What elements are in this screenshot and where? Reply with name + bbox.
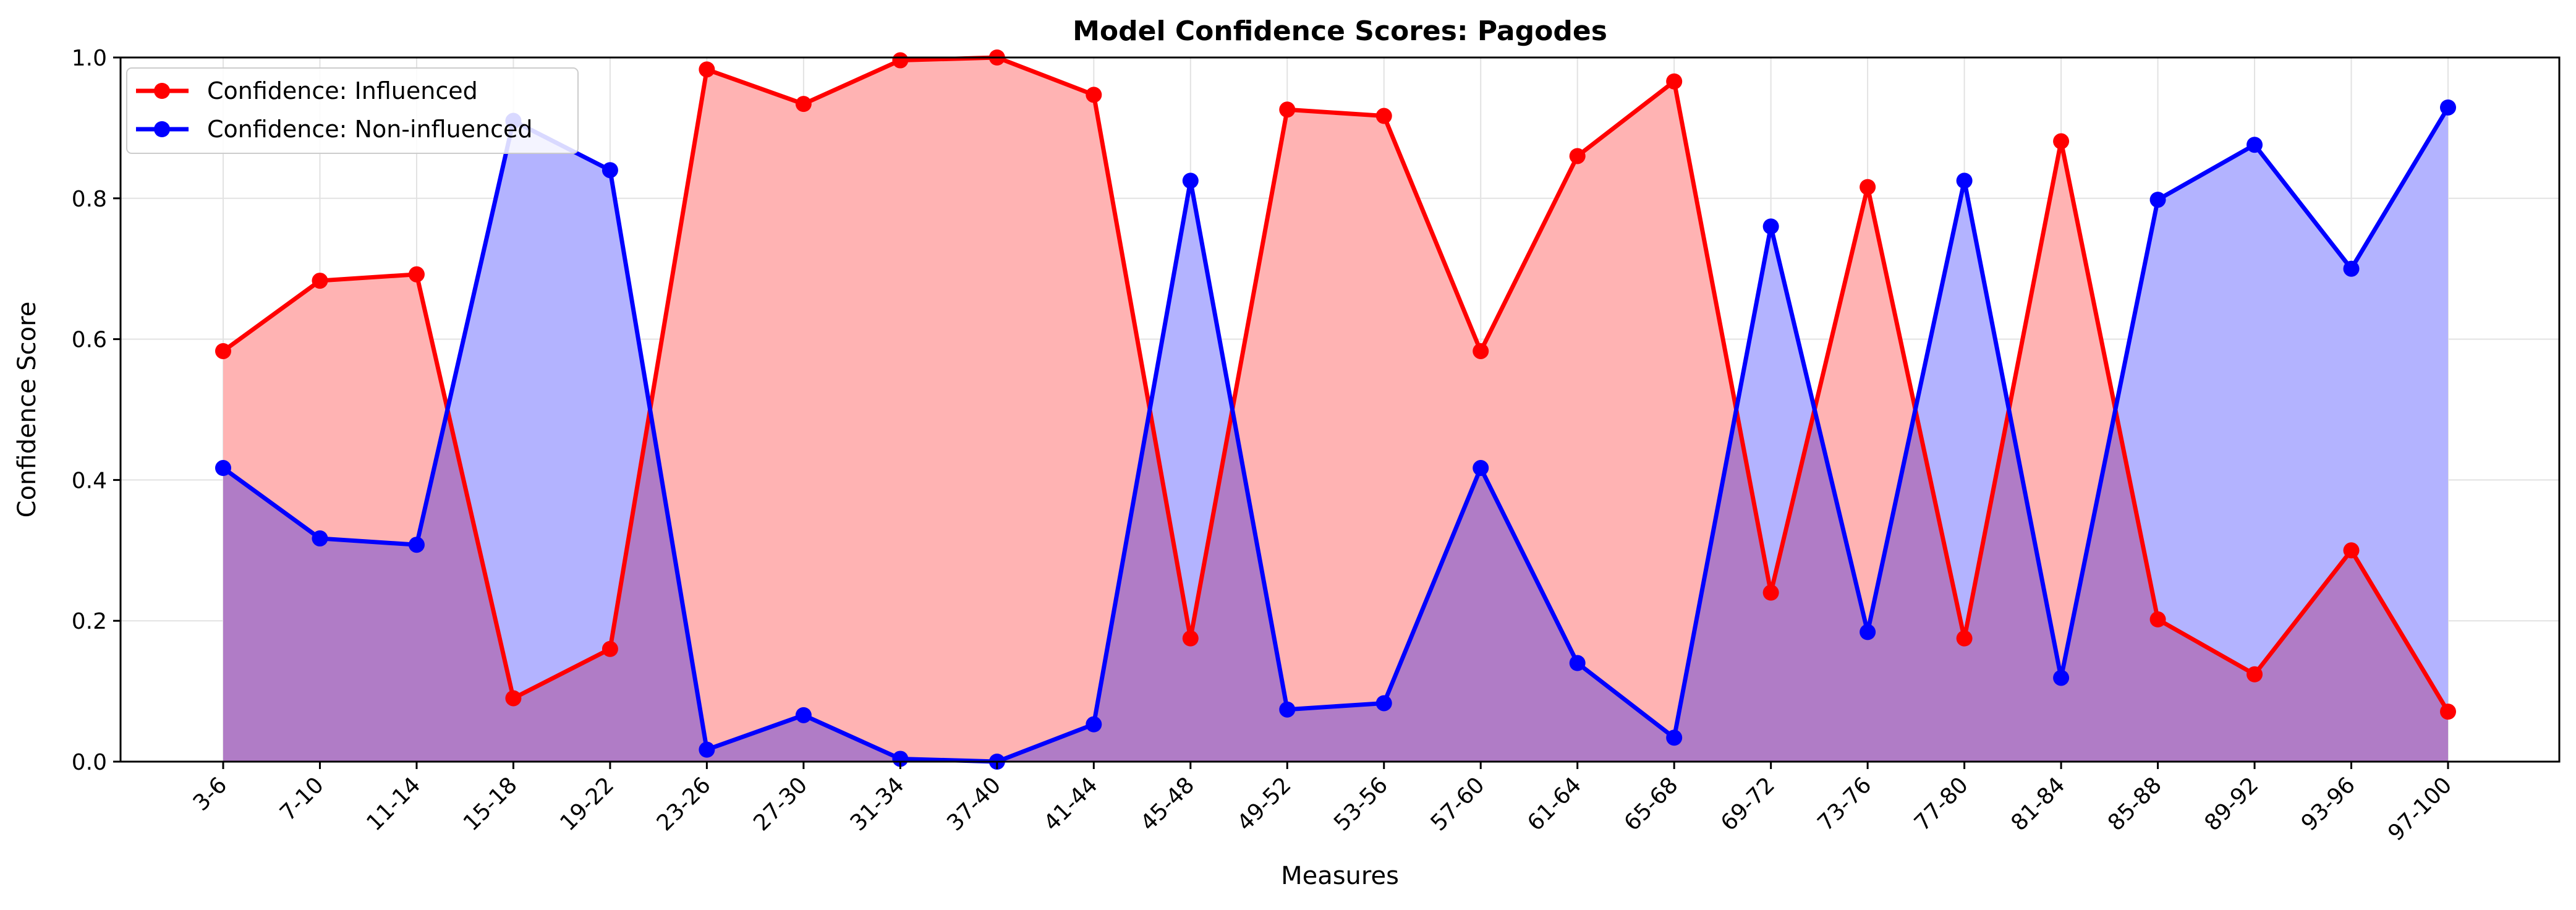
x-tick-label: 11-14 [362,772,425,836]
point-non-influenced [408,537,425,553]
legend-swatch-marker [154,121,170,137]
point-non-influenced [1279,701,1296,718]
point-non-influenced [1182,172,1199,189]
point-non-influenced [2149,192,2166,208]
point-non-influenced [312,530,328,546]
point-influenced [2053,133,2070,150]
point-non-influenced [1956,172,1973,189]
legend: Confidence: Influenced Confidence: Non-in… [126,67,579,154]
point-non-influenced [2343,260,2360,277]
point-non-influenced [1375,695,1392,712]
point-influenced [1956,630,1973,647]
legend-label: Confidence: Influenced [207,77,478,104]
point-non-influenced [699,741,715,758]
point-influenced [505,690,522,707]
x-tick-label: 89-92 [2200,772,2263,836]
x-tick-label: 23-26 [652,772,716,836]
point-influenced [1666,73,1683,90]
point-non-influenced [2053,670,2070,686]
point-influenced [892,52,909,69]
point-influenced [1375,108,1392,124]
point-influenced [1182,630,1199,647]
x-tick-label: 37-40 [942,772,1006,836]
point-influenced [1279,101,1296,118]
x-tick-label: 69-72 [1716,772,1780,836]
x-tick-label: 73-76 [1813,772,1877,836]
y-tick-label: 0.2 [72,609,107,634]
x-tick-label: 27-30 [749,772,812,836]
point-influenced [2247,666,2263,683]
x-tick-label: 81-84 [2006,772,2070,836]
legend-box [126,67,579,154]
chart-title: Model Confidence Scores: Pagodes [1073,15,1607,47]
point-influenced [312,273,328,289]
x-tick-label: 61-64 [1523,772,1586,836]
point-non-influenced [892,751,909,767]
x-tick-label: 3-6 [189,772,232,816]
x-tick-label: 19-22 [555,772,619,836]
point-non-influenced [2440,99,2456,116]
x-tick-label: 97-100 [2383,772,2457,846]
x-axis-label: Measures [1281,862,1399,890]
line-layer [221,55,2451,764]
point-non-influenced [601,162,618,179]
x-tick-label: 85-88 [2103,772,2167,836]
x-tick-label: 49-52 [1233,772,1296,836]
x-tick-label: 93-96 [2297,772,2360,836]
point-influenced [408,266,425,283]
point-non-influenced [1086,716,1102,733]
point-non-influenced [215,460,231,477]
x-tick-label: 41-44 [1039,772,1103,836]
point-influenced [699,61,715,78]
area-overlap [223,409,2448,762]
point-influenced [2440,704,2456,720]
point-non-influenced [1666,729,1683,746]
x-tick-label: 65-68 [1620,772,1683,836]
point-influenced [215,342,231,359]
point-influenced [1762,584,1779,601]
y-tick-label: 0.4 [72,468,107,493]
point-non-influenced [1473,460,1489,477]
point-influenced [1086,87,1102,103]
point-non-influenced [1762,218,1779,235]
point-non-influenced [2247,137,2263,153]
x-tick-label: 45-48 [1136,772,1199,836]
y-tick-label: 0.6 [72,328,107,353]
point-layer [215,49,2456,770]
point-influenced [2343,542,2360,559]
point-influenced [1860,179,1876,195]
point-influenced [2149,611,2166,627]
line-influenced [221,55,2451,713]
point-influenced [1473,342,1489,359]
legend-swatch-marker [154,83,170,99]
point-non-influenced [1569,655,1586,671]
point-influenced [1569,148,1586,164]
point-influenced [601,640,618,657]
x-tick-label: 77-80 [1910,772,1973,836]
point-non-influenced [795,707,812,723]
x-tick-label: 53-56 [1329,772,1393,836]
point-non-influenced [1860,624,1876,640]
y-tick-label: 0.8 [72,187,107,212]
area-layer [223,57,2448,762]
y-axis-label: Confidence Score [13,302,41,518]
x-tick-label: 31-34 [846,772,909,836]
line-non-influenced [221,106,2451,764]
x-tick-label: 57-60 [1426,772,1490,836]
legend-label: Confidence: Non-influenced [207,116,533,143]
point-influenced [795,96,812,113]
plot-frame [119,56,2561,763]
x-tick-label: 15-18 [459,772,522,836]
x-tick-label: 7-10 [275,772,329,826]
y-tick-label: 1.0 [72,46,107,71]
y-tick-label: 0.0 [72,750,107,775]
